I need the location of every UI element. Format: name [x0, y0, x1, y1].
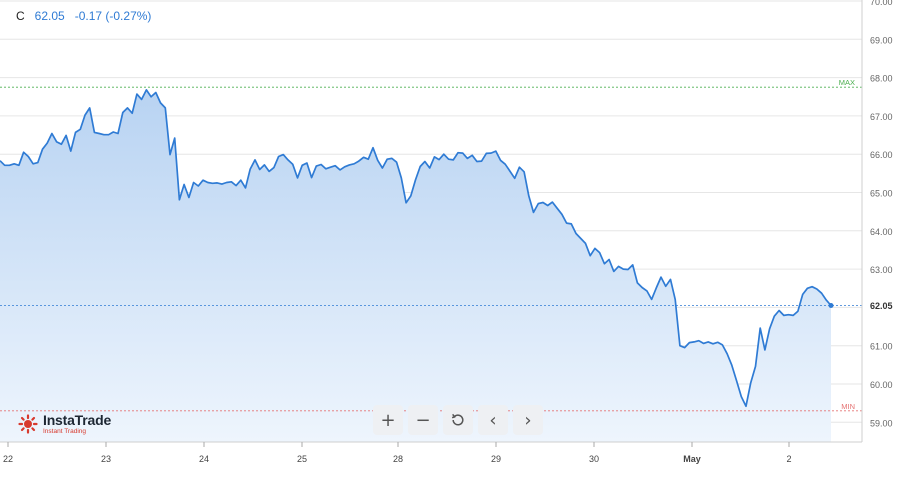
reset-icon: [451, 413, 464, 426]
y-tick-label: 65.00: [870, 189, 893, 199]
y-tick-label: 61.00: [870, 342, 893, 352]
max-label: MAX: [839, 78, 855, 87]
last-price-label: 62.05: [870, 301, 893, 311]
x-tick-label: 24: [199, 454, 209, 464]
y-tick-label: 66.00: [870, 150, 893, 160]
y-axis: 70.00 69.00 68.00 67.00 66.00 65.00 64.00 63.00…: [870, 0, 893, 428]
x-tick-label: May: [683, 454, 701, 464]
min-label: MIN: [841, 402, 855, 411]
x-tick-label: 28: [393, 454, 403, 464]
scroll-forward-button[interactable]: ›: [513, 405, 543, 435]
x-tick-label: 25: [297, 454, 307, 464]
zoom-in-button[interactable]: +: [373, 405, 403, 435]
price-area: [0, 89, 831, 443]
y-tick-label: 69.00: [870, 35, 893, 45]
y-tick-label: 64.00: [870, 227, 893, 237]
scroll-back-button[interactable]: ‹: [478, 405, 508, 435]
x-tick-label: 23: [101, 454, 111, 464]
last-price-tag: 62.05: [865, 298, 897, 313]
x-tick-label: 30: [589, 454, 599, 464]
y-tick-label: 70.00: [870, 0, 893, 7]
price-header: C 62.05 -0.17 (-0.27%): [16, 9, 151, 23]
logo-name: InstaTrade: [43, 412, 112, 428]
close-label: C: [16, 9, 25, 23]
logo-mark-icon: [18, 414, 38, 434]
y-tick-label: 67.00: [870, 112, 893, 122]
reference-lines: MAX MIN: [0, 78, 862, 412]
instatrade-logo: InstaTrade Instant Trading: [18, 413, 111, 436]
y-tick-label: 63.00: [870, 265, 893, 275]
zoom-out-button[interactable]: −: [408, 405, 438, 435]
y-tick-label: 59.00: [870, 418, 893, 428]
y-tick-label: 68.00: [870, 74, 893, 84]
price-change: -0.17 (-0.27%): [74, 9, 152, 23]
logo-tagline: Instant Trading: [43, 428, 86, 435]
close-price: 62.05: [34, 9, 65, 23]
y-tick-label: 60.00: [870, 380, 893, 390]
reset-button[interactable]: [443, 405, 473, 435]
x-tick-label: 2: [786, 454, 791, 464]
price-line: [0, 89, 832, 408]
last-price-marker: [828, 302, 834, 308]
last-price-tag-bg: [865, 298, 897, 313]
x-tick-label: 22: [3, 454, 13, 464]
x-tick-label: 29: [491, 454, 501, 464]
x-axis: 22 23 24 25 28 29 30 May 2: [3, 442, 792, 464]
chart-toolbar: + − ‹ ›: [373, 405, 543, 435]
